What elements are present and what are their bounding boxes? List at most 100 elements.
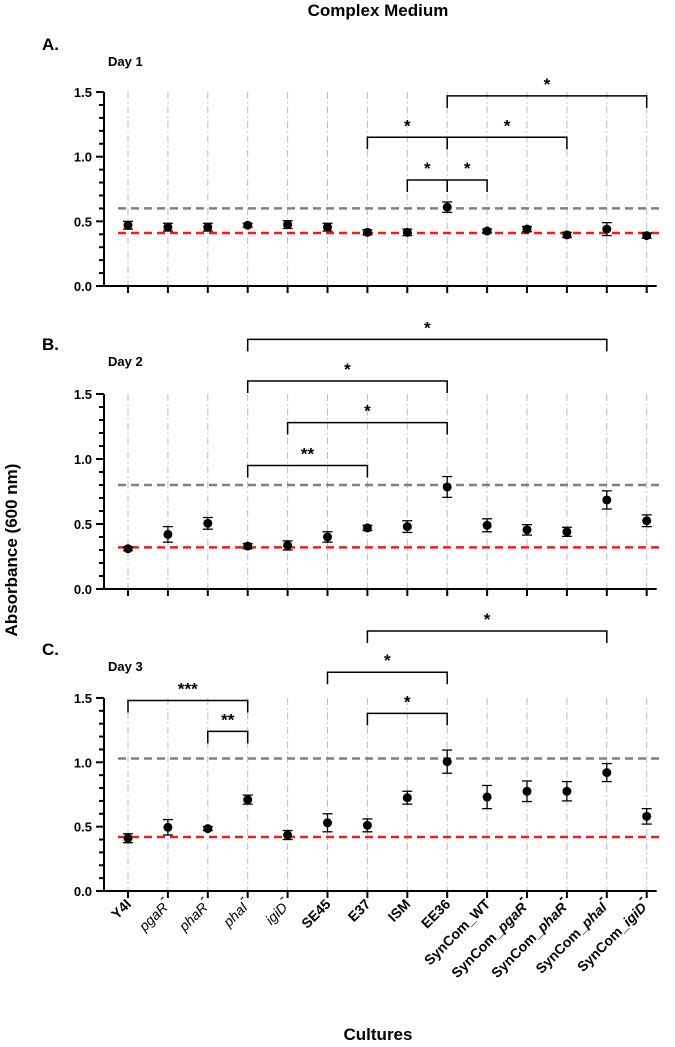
data-point: [362, 820, 372, 830]
data-point: [522, 786, 532, 796]
data-point: [442, 202, 452, 212]
x-tick-label: ISM: [385, 896, 414, 925]
data-point: [243, 795, 253, 805]
data-point: [243, 220, 253, 230]
data-point: [562, 527, 572, 537]
data-point: [323, 818, 332, 828]
y-tick-label: 0.5: [74, 820, 92, 835]
significance-bracket: [246, 380, 448, 393]
significance-bracket: [406, 179, 448, 192]
significance-label: *: [364, 402, 371, 421]
significance-label: *: [404, 116, 411, 135]
y-tick-label: 1.0: [74, 150, 92, 165]
data-point: [203, 518, 213, 528]
significance-label: *: [504, 116, 511, 135]
data-point: [522, 224, 532, 234]
significance-label: *: [484, 610, 491, 629]
y-tick-label: 0.0: [74, 884, 92, 899]
x-axis-title: Cultures: [344, 1025, 413, 1044]
data-point: [163, 529, 173, 539]
chart-title: Complex Medium: [308, 1, 449, 20]
data-point: [602, 495, 612, 505]
panel-day-label: Day 2: [108, 354, 143, 369]
x-tick-label: Y4I: [108, 896, 134, 922]
data-point: [163, 822, 173, 832]
data-point: [123, 833, 133, 843]
significance-bracket: [366, 630, 608, 644]
x-tick-label: SE45: [298, 896, 334, 932]
panel-c: C.Day 30.00.51.01.5********: [42, 610, 660, 899]
data-point: [283, 540, 293, 550]
data-point: [323, 532, 332, 542]
data-point: [562, 786, 572, 796]
panels-layer: A.Day 10.00.51.01.5 ** ** *B.Day 20.00.51.0…: [42, 35, 660, 981]
significance-label: *: [544, 75, 551, 94]
data-point: [283, 830, 293, 840]
data-point: [642, 516, 652, 526]
panel-b: B.Day 20.00.51.01.5*****: [42, 318, 660, 597]
y-tick-label: 0.5: [74, 517, 92, 532]
data-point: [283, 220, 293, 230]
panel-letter: C.: [42, 640, 59, 659]
data-point: [402, 793, 412, 803]
significance-label: **: [221, 710, 235, 729]
significance-label: *: [464, 159, 471, 178]
data-point: [362, 227, 372, 237]
data-point: [243, 541, 253, 551]
significance-label: *: [424, 159, 431, 178]
significance-bracket: [127, 699, 249, 713]
significance-label: ***: [178, 680, 198, 699]
data-point: [482, 792, 492, 802]
data-point: [203, 222, 213, 232]
data-point: [482, 226, 492, 236]
y-tick-label: 0.5: [74, 214, 92, 229]
x-tick-label: EE36: [418, 896, 454, 932]
panel-a: A. Day 1 0.0 0.5 1.0 1.5 * * * * *: [42, 35, 660, 294]
significance-bracket: [446, 136, 568, 150]
y-tick-label: 1.5: [74, 85, 92, 100]
significance-label: **: [301, 445, 315, 464]
data-point: [402, 227, 412, 237]
significance-label: *: [404, 692, 411, 711]
significance-bracket: [366, 712, 448, 726]
data-point: [402, 522, 412, 532]
data-point: [522, 525, 532, 535]
data-point: [123, 220, 133, 230]
data-point: [362, 523, 372, 533]
panel-letter: B.: [42, 335, 59, 354]
data-point: [323, 222, 332, 232]
y-tick-label: 0.0: [74, 279, 92, 294]
significance-bracket: [446, 179, 488, 192]
data-point: [163, 222, 173, 232]
data-point: [442, 482, 452, 492]
data-point: [442, 757, 452, 767]
significance-bracket: [326, 671, 448, 685]
panel-letter: A.: [42, 35, 59, 54]
y-tick-label: 1.5: [74, 691, 92, 706]
x-tick-label: E37: [345, 896, 374, 925]
data-point: [482, 520, 492, 530]
panel-day-label: Day 1: [108, 54, 143, 69]
data-point: [642, 811, 652, 821]
data-point: [602, 224, 612, 234]
significance-bracket: [446, 95, 648, 108]
y-axis-title: Absorbance (600 nm): [2, 464, 21, 637]
significance-bracket: [286, 421, 448, 435]
data-point: [203, 824, 213, 834]
significance-label: *: [384, 651, 391, 670]
y-tick-label: 0.0: [74, 582, 92, 597]
significance-bracket: [246, 338, 608, 352]
data-point: [123, 544, 133, 554]
significance-bracket: [207, 730, 249, 744]
y-tick-label: 1.0: [74, 755, 92, 770]
significance-label: *: [424, 318, 431, 337]
y-tick-label: 1.0: [74, 452, 92, 467]
significance-bracket: [246, 464, 369, 478]
data-point: [562, 230, 572, 240]
panel-day-label: Day 3: [108, 659, 143, 674]
significance-label: *: [344, 360, 351, 379]
data-point: [642, 231, 652, 241]
data-point: [602, 768, 612, 778]
y-tick-label: 1.5: [74, 387, 92, 402]
